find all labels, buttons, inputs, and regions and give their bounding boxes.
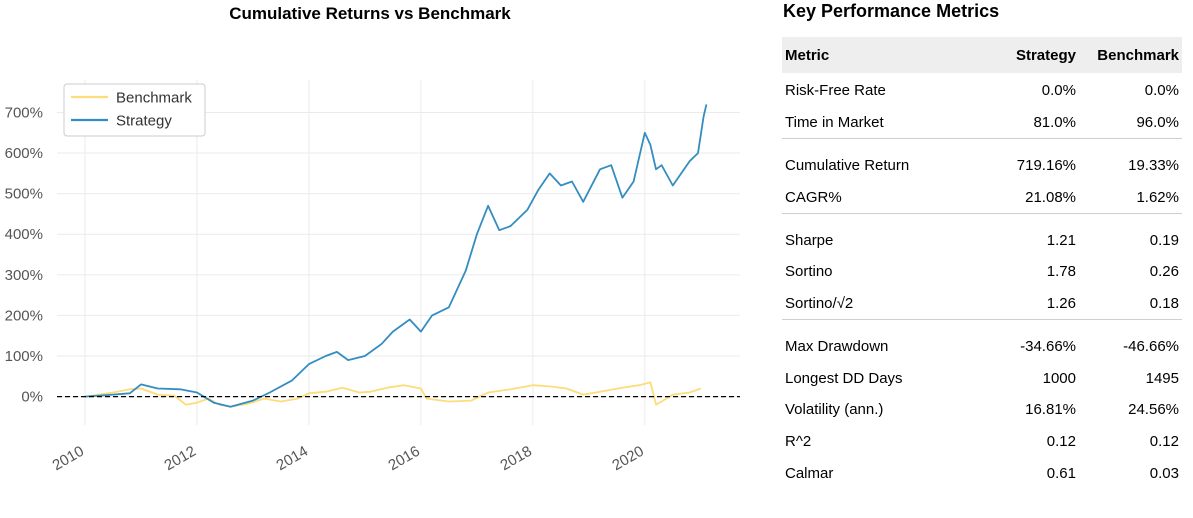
metrics-row: Time in Market 81.0% 96.0% bbox=[782, 107, 1182, 139]
metric-benchmark-value: 0.12 bbox=[1149, 433, 1179, 451]
series-lines bbox=[84, 104, 708, 408]
legend-label-strategy: Strategy bbox=[116, 113, 172, 130]
x-tick-label: 2020 bbox=[609, 443, 646, 474]
metric-benchmark-value: 1495 bbox=[1145, 369, 1179, 387]
metric-strategy-value: 1000 bbox=[1042, 369, 1076, 387]
metrics-row: R^2 0.12 0.12 bbox=[782, 426, 1182, 458]
y-tick-label: 500% bbox=[5, 186, 43, 203]
metric-name: R^2 bbox=[785, 433, 812, 451]
metrics-row: CAGR% 21.08% 1.62% bbox=[782, 181, 1182, 213]
metric-strategy-value: 1.21 bbox=[970, 213, 1079, 257]
metric-name: Sortino bbox=[785, 263, 833, 281]
metrics-row: Max Drawdown -34.66% -46.66% bbox=[782, 319, 1182, 363]
metric-name: Max Drawdown bbox=[782, 319, 970, 363]
metrics-row: Sortino 1.78 0.26 bbox=[782, 256, 1182, 288]
metric-strategy-value: -34.66% bbox=[970, 319, 1079, 363]
metric-name: CAGR% bbox=[785, 188, 842, 206]
metrics-row: Volatility (ann.) 16.81% 24.56% bbox=[782, 394, 1182, 426]
metric-benchmark-value: 0.26 bbox=[1149, 263, 1179, 281]
metric-name: Cumulative Return bbox=[782, 138, 970, 182]
x-tick-label: 2014 bbox=[274, 443, 311, 474]
metric-benchmark-value: 19.33% bbox=[1079, 138, 1182, 182]
metric-strategy-value: 0.0% bbox=[1041, 82, 1076, 100]
metric-benchmark-value: 0.0% bbox=[1144, 82, 1179, 100]
y-axis-ticks: 0% 100% 200% 300% 400% 500% 600% 700% bbox=[5, 104, 43, 405]
header-metric: Metric bbox=[782, 37, 970, 73]
y-tick-label: 600% bbox=[5, 145, 43, 162]
metrics-header-row: Metric Strategy Benchmark bbox=[782, 37, 1182, 73]
chart-title: Cumulative Returns vs Benchmark bbox=[229, 4, 511, 23]
metric-benchmark-value: 0.03 bbox=[1149, 464, 1179, 482]
y-tick-label: 100% bbox=[5, 348, 43, 365]
metric-name: Risk-Free Rate bbox=[785, 82, 886, 100]
legend-label-benchmark: Benchmark bbox=[116, 90, 192, 107]
metrics-row: Cumulative Return 719.16% 19.33% bbox=[782, 138, 1182, 182]
returns-chart: 2010 2012 2014 2016 2018 2020 0% 100% 200% 300% 4… bbox=[5, 80, 740, 474]
header-benchmark: Benchmark bbox=[1079, 37, 1182, 73]
y-tick-label: 200% bbox=[5, 307, 43, 324]
metrics-row: Sortino/√2 1.26 0.18 bbox=[782, 288, 1182, 320]
series-line-benchmark bbox=[84, 381, 702, 408]
metric-benchmark-value: -46.66% bbox=[1079, 319, 1182, 363]
metrics-row: Longest DD Days 1000 1495 bbox=[782, 362, 1182, 394]
series-line-strategy bbox=[84, 104, 708, 408]
grid-lines bbox=[57, 80, 740, 425]
metric-strategy-value: 0.61 bbox=[1046, 464, 1076, 482]
metric-strategy-value: 1.26 bbox=[1046, 295, 1076, 313]
header-strategy: Strategy bbox=[970, 37, 1079, 73]
metric-strategy-value: 0.12 bbox=[1046, 433, 1076, 451]
metric-strategy-value: 16.81% bbox=[1025, 401, 1076, 419]
x-tick-label: 2018 bbox=[497, 443, 534, 474]
metric-strategy-value: 21.08% bbox=[1025, 188, 1076, 206]
x-tick-label: 2012 bbox=[162, 443, 199, 474]
metrics-title: Key Performance Metrics bbox=[783, 1, 1000, 21]
metric-name: Sharpe bbox=[782, 213, 970, 257]
y-tick-label: 0% bbox=[21, 389, 43, 406]
metric-benchmark-value: 24.56% bbox=[1128, 401, 1179, 419]
metric-strategy-value: 81.0% bbox=[1033, 114, 1076, 132]
x-tick-label: 2016 bbox=[385, 443, 422, 474]
metrics-row: Sharpe 1.21 0.19 bbox=[782, 213, 1182, 257]
metrics-row: Risk-Free Rate 0.0% 0.0% bbox=[782, 73, 1182, 107]
metric-name: Sortino/√2 bbox=[785, 295, 854, 313]
x-tick-label: 2010 bbox=[50, 443, 87, 474]
y-tick-label: 400% bbox=[5, 226, 43, 243]
metric-benchmark-value: 96.0% bbox=[1136, 114, 1179, 132]
metric-benchmark-value: 0.19 bbox=[1079, 213, 1182, 257]
metric-name: Calmar bbox=[785, 464, 834, 482]
metrics-table: Metric Strategy Benchmark Risk-Free Rate… bbox=[782, 37, 1182, 489]
chart-legend: Benchmark Strategy bbox=[63, 83, 206, 137]
metric-benchmark-value: 1.62% bbox=[1136, 188, 1179, 206]
metric-strategy-value: 719.16% bbox=[970, 138, 1079, 182]
metrics-row: Calmar 0.61 0.03 bbox=[782, 458, 1182, 490]
metric-benchmark-value: 0.18 bbox=[1149, 295, 1179, 313]
y-tick-label: 300% bbox=[5, 267, 43, 284]
metric-strategy-value: 1.78 bbox=[1046, 263, 1076, 281]
x-axis-ticks: 2010 2012 2014 2016 2018 2020 bbox=[50, 443, 647, 474]
metric-name: Volatility (ann.) bbox=[785, 401, 884, 419]
y-tick-label: 700% bbox=[5, 104, 43, 121]
metric-name: Longest DD Days bbox=[785, 369, 903, 387]
metric-name: Time in Market bbox=[785, 114, 884, 132]
